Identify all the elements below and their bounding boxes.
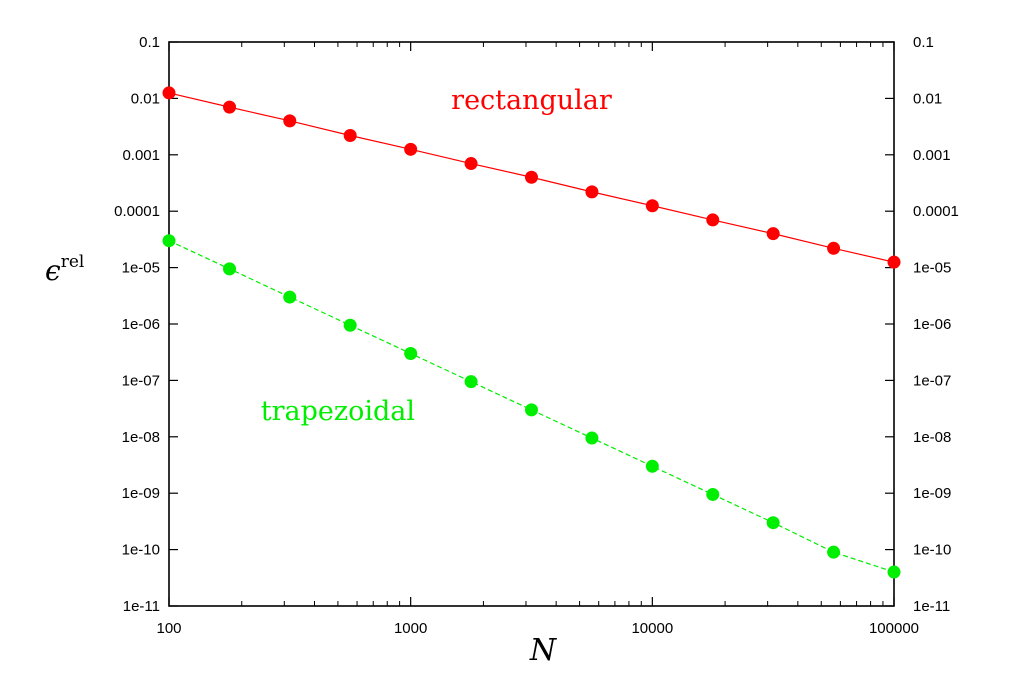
- data-point-trapezoidal: [283, 290, 297, 304]
- ticks: 0.1 0.1 0.01 0.01 0.001 0.001 0.0001 0.0001 1e-0…: [114, 34, 959, 637]
- data-point-trapezoidal: [706, 487, 720, 501]
- y-tick-label-right: 1e-07: [913, 372, 951, 389]
- y-tick-label-right: 1e-11: [913, 598, 950, 615]
- series-layer: rectangular trapezoidal: [162, 85, 901, 579]
- y-tick-label-left: 1e-09: [122, 485, 160, 502]
- data-point-rectangular: [887, 255, 901, 269]
- data-point-rectangular: [706, 213, 720, 227]
- data-point-trapezoidal: [524, 403, 538, 417]
- data-point-trapezoidal: [766, 516, 780, 530]
- y-tick-label-right: 1e-10: [913, 542, 951, 559]
- y-tick-label-right: 0.001: [913, 147, 951, 164]
- y-tick-label-left: 0.0001: [114, 203, 160, 220]
- data-point-trapezoidal: [645, 459, 659, 473]
- data-point-trapezoidal: [827, 545, 841, 559]
- y-tick-label-left: 0.1: [139, 34, 160, 51]
- y-tick-label-left: 0.001: [122, 147, 160, 164]
- y-tick-label-left: 1e-07: [122, 372, 160, 389]
- y-axis-title: ϵrel: [45, 252, 84, 287]
- y-tick-label-left: 0.01: [131, 90, 160, 107]
- x-tick-label: 1000: [394, 620, 427, 637]
- y-tick-label-right: 0.1: [913, 34, 934, 51]
- x-tick-label: 100: [156, 620, 181, 637]
- y-tick-label-right: 0.0001: [913, 203, 959, 220]
- data-point-trapezoidal: [404, 346, 418, 360]
- y-tick-label-right: 1e-05: [913, 260, 951, 277]
- y-tick-label-right: 0.01: [913, 90, 942, 107]
- data-point-rectangular: [404, 142, 418, 156]
- data-point-trapezoidal: [343, 318, 357, 332]
- y-axis-title-superscript: rel: [61, 252, 85, 272]
- data-point-trapezoidal: [585, 431, 599, 445]
- y-tick-label-left: 1e-08: [122, 429, 160, 446]
- data-point-rectangular: [524, 170, 538, 184]
- y-tick-label-right: 1e-08: [913, 429, 951, 446]
- y-tick-label-left: 1e-06: [122, 316, 160, 333]
- data-point-rectangular: [585, 185, 599, 199]
- data-point-rectangular: [223, 100, 237, 114]
- data-point-trapezoidal: [162, 234, 176, 248]
- data-point-rectangular: [645, 199, 659, 213]
- y-axis-title-main: ϵ: [45, 254, 61, 287]
- y-tick-label-left: 1e-05: [122, 260, 160, 277]
- data-point-rectangular: [827, 241, 841, 255]
- series-label-rectangular: rectangular: [451, 85, 612, 116]
- y-tick-label-right: 1e-09: [913, 485, 951, 502]
- y-tick-label-left: 1e-11: [123, 598, 160, 615]
- data-point-trapezoidal: [887, 565, 901, 579]
- data-point-rectangular: [343, 128, 357, 142]
- x-tick-label: 100000: [869, 620, 919, 637]
- data-point-rectangular: [283, 114, 297, 128]
- series-label-trapezoidal: trapezoidal: [261, 396, 415, 427]
- x-tick-label: 10000: [631, 620, 673, 637]
- y-tick-label-left: 1e-10: [122, 542, 160, 559]
- data-point-trapezoidal: [464, 375, 478, 389]
- data-point-rectangular: [766, 227, 780, 241]
- x-axis-title: N: [529, 633, 558, 668]
- plot-frame: [168, 41, 895, 607]
- y-tick-label-right: 1e-06: [913, 316, 951, 333]
- data-point-rectangular: [162, 86, 176, 100]
- data-point-trapezoidal: [223, 262, 237, 276]
- data-point-rectangular: [464, 157, 478, 171]
